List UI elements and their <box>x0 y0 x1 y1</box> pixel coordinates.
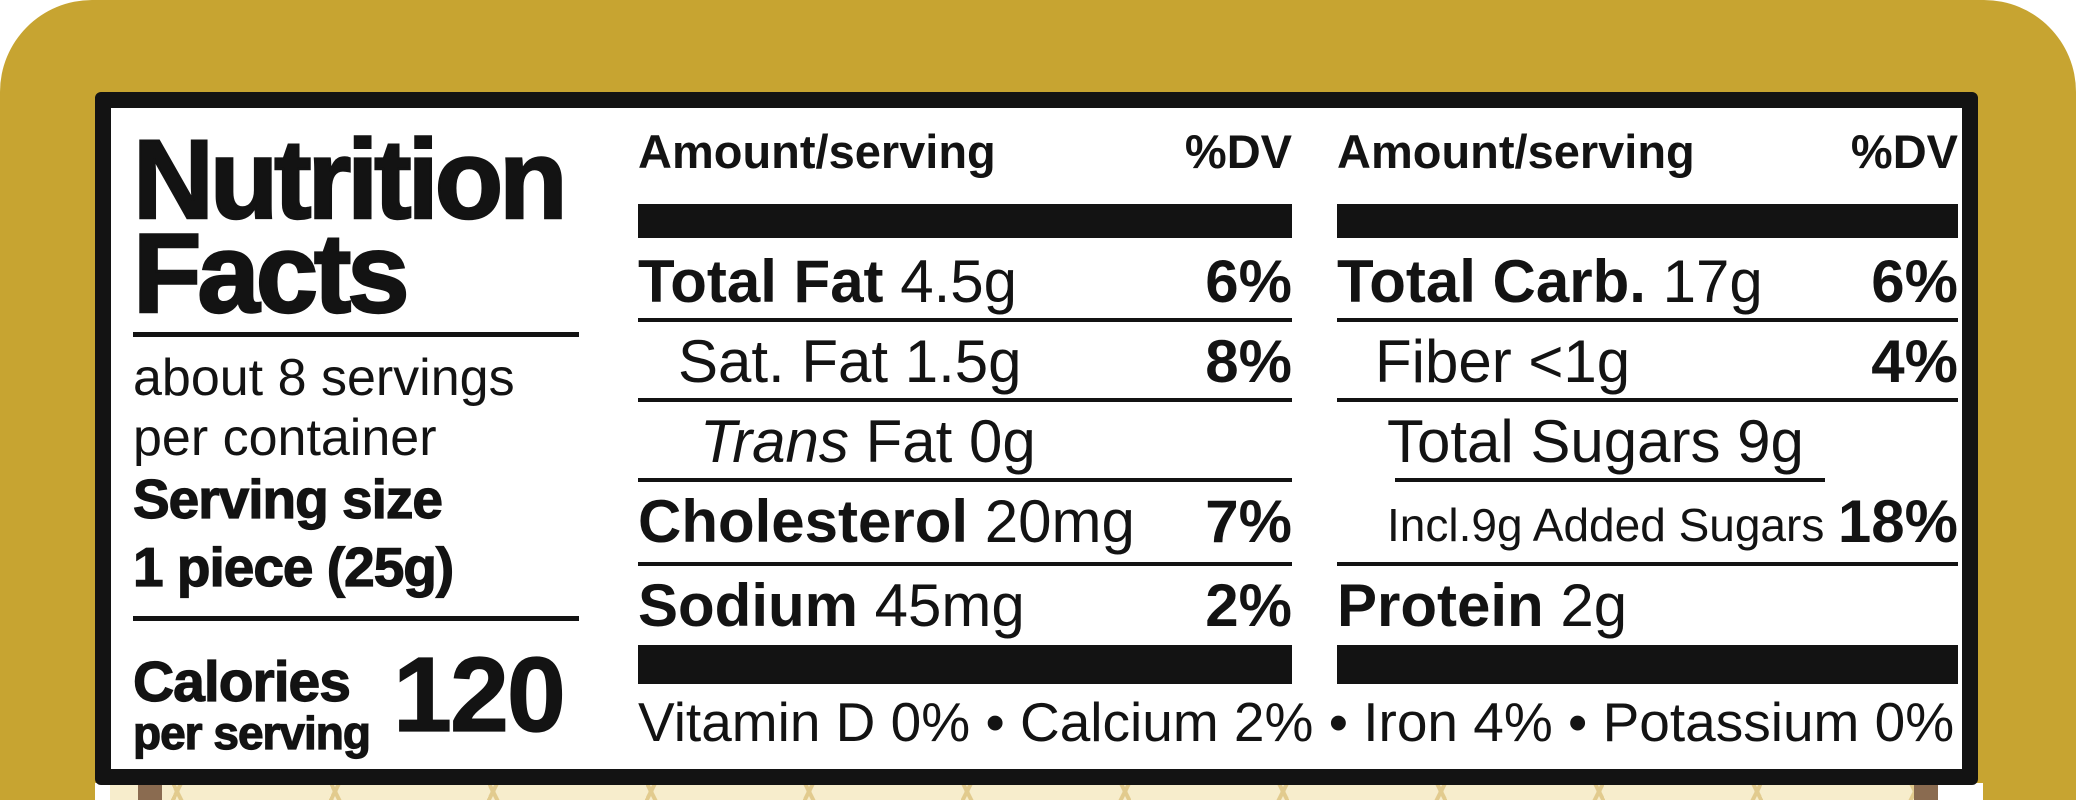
nutrition-facts-title-line1: Nutrition <box>132 117 569 242</box>
nutrient-row: Protein 2g <box>1337 576 1958 642</box>
nutrient-daily-value: 6% <box>1205 248 1292 315</box>
nutrient-row: Total Sugars 9g <box>1337 412 1958 478</box>
column-header: Amount/serving %DV <box>1337 128 1958 186</box>
nutrient-name: Protein <box>1337 572 1544 639</box>
nutrient-row: Total Fat 4.5g 6% <box>638 252 1292 318</box>
column-top-bar <box>638 204 1292 238</box>
nutrient-row: Sat. Fat 1.5g 8% <box>638 332 1292 398</box>
wafer-texture-strip <box>110 783 1940 800</box>
divider-under-serving-size <box>133 616 579 621</box>
row-divider <box>1395 478 1825 482</box>
serving-size-label: Serving size <box>132 468 443 530</box>
nutrient-name-value: Sat. Fat 1.5g <box>678 328 1022 395</box>
servings-per-container-line2: per container <box>133 409 437 467</box>
nutrient-name: Cholesterol <box>638 488 969 555</box>
wafer-stick-right <box>1914 783 1938 800</box>
amount-serving-header: Amount/serving <box>1337 125 1695 178</box>
wafer-stick-left <box>138 783 162 800</box>
nutrient-name: Incl.9g Added Sugars <box>1387 499 1825 551</box>
nutrient-name-value: Total Fat 4.5g <box>638 248 1017 315</box>
row-divider <box>638 562 1292 566</box>
nutrient-name-value: Protein 2g <box>1337 572 1628 639</box>
row-divider <box>638 478 1292 482</box>
nutrient-name: Total Fat <box>638 248 884 315</box>
nutrient-name-value: Total Sugars 9g <box>1387 408 1804 475</box>
nutrient-row: Trans Fat 0g <box>638 412 1292 478</box>
left-gap <box>95 783 110 800</box>
nutrient-daily-value: 6% <box>1871 248 1958 315</box>
divider-under-title <box>133 332 579 337</box>
nutrient-daily-value: 18% <box>1837 488 1958 555</box>
row-divider <box>638 318 1292 322</box>
column-top-bar <box>1337 204 1958 238</box>
nutrient-name: Trans <box>700 408 849 475</box>
column-bottom-bar <box>1337 645 1958 684</box>
nutrient-daily-value: 4% <box>1871 328 1958 395</box>
amount-serving-header: Amount/serving <box>638 125 996 178</box>
row-divider <box>1337 562 1958 566</box>
row-divider <box>1337 398 1958 402</box>
nutrient-row: Incl.9g Added Sugars 18% <box>1337 492 1958 558</box>
nutrient-name: Total Sugars <box>1387 408 1721 475</box>
nutrient-row: Sodium 45mg 2% <box>638 576 1292 642</box>
calories-label: Calories <box>132 650 351 714</box>
servings-per-container-line1: about 8 servings <box>133 349 515 407</box>
column-header: Amount/serving %DV <box>638 128 1292 186</box>
nutrient-name-value: Sodium 45mg <box>638 572 1025 639</box>
calories-value: 120 <box>392 636 566 754</box>
nutrition-facts-title-line2: Facts <box>132 211 411 336</box>
nutrient-name-value: Trans Fat 0g <box>700 408 1036 475</box>
percent-dv-header: %DV <box>1184 125 1292 178</box>
row-divider <box>1337 318 1958 322</box>
row-divider <box>638 398 1292 402</box>
nutrient-name-value: Cholesterol 20mg <box>638 488 1135 555</box>
right-gap <box>1938 783 1983 800</box>
nutrient-row: Total Carb. 17g 6% <box>1337 252 1958 318</box>
nutrient-name: Sodium <box>638 572 858 639</box>
nutrient-daily-value: 2% <box>1205 572 1292 639</box>
vitamins-minerals-footer: Vitamin D 0% • Calcium 2% • Iron 4% • Po… <box>638 691 1955 753</box>
column-bottom-bar <box>638 645 1292 684</box>
serving-size-value: 1 piece (25g) <box>132 536 454 598</box>
nutrient-name: Fiber <box>1375 328 1512 395</box>
nutrient-name: Sat. Fat <box>678 328 889 395</box>
nutrient-row: Cholesterol 20mg 7% <box>638 492 1292 558</box>
nutrient-name-value: Total Carb. 17g <box>1337 248 1763 315</box>
percent-dv-header: %DV <box>1850 125 1958 178</box>
nutrient-row: Fiber <1g 4% <box>1337 332 1958 398</box>
nutrient-daily-value: 7% <box>1205 488 1292 555</box>
nutrient-name-value: Incl.9g Added Sugars <box>1387 502 1824 548</box>
nutrient-name-value: Fiber <1g <box>1375 328 1631 395</box>
nutrient-name: Total Carb. <box>1337 248 1646 315</box>
calories-sublabel: per serving <box>132 707 371 759</box>
nutrient-daily-value: 8% <box>1205 328 1292 395</box>
nutrition-facts-label: Nutrition Facts about 8 servings per con… <box>95 92 1978 785</box>
label-content: Nutrition Facts about 8 servings per con… <box>111 108 1962 769</box>
